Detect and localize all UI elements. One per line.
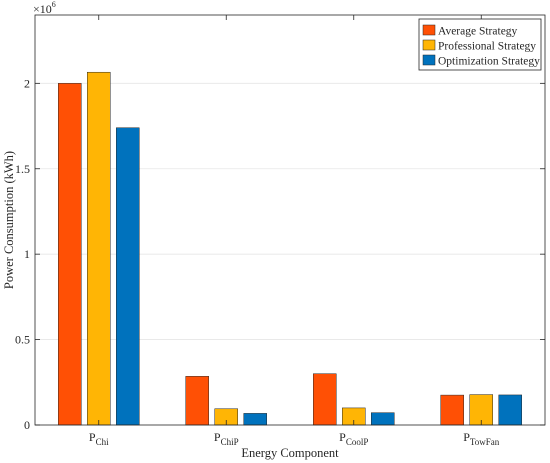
x-tick-label: PTowFan	[463, 430, 500, 447]
bar	[87, 71, 111, 426]
legend-swatch	[422, 54, 436, 66]
y-tick-label: 1	[24, 247, 30, 261]
plot-frame	[34, 14, 546, 426]
y-exponent-base: ×10	[33, 2, 52, 16]
x-tick-label: PChi	[89, 430, 109, 447]
y-exponent-label: ×106	[33, 0, 56, 16]
y-tick-label: 1.5	[15, 162, 30, 176]
bar	[243, 413, 267, 426]
legend: Average Strategy Professional Strategy Opt…	[418, 18, 542, 71]
legend-swatch	[422, 39, 436, 51]
legend-label: Optimization Strategy	[438, 56, 540, 68]
legend-box	[418, 18, 542, 71]
axis-ticks: 0 0.5 1 1.5 2 PChi PChiP PCoolP PTowFan	[15, 15, 545, 447]
y-tick-label: 0	[24, 418, 30, 432]
legend-label: Professional Strategy	[438, 41, 536, 53]
bar	[498, 394, 522, 426]
bar	[58, 83, 82, 426]
bar	[371, 412, 395, 426]
bar	[185, 376, 209, 426]
x-axis-label: Energy Component	[241, 446, 339, 460]
bar	[440, 394, 464, 426]
bars	[58, 71, 522, 426]
y-tick-label: 0.5	[15, 333, 30, 347]
grid-lines	[35, 82, 545, 340]
x-tick-label: PChiP	[214, 430, 239, 447]
y-axis-label: Power Consumption (kWh)	[2, 151, 16, 289]
x-tick-label: PCoolP	[339, 430, 368, 447]
y-tick-label: 2	[24, 76, 30, 90]
y-exponent-power: 6	[52, 0, 56, 9]
bar	[313, 373, 337, 426]
legend-swatch	[422, 24, 436, 36]
bar	[116, 127, 140, 426]
legend-label: Average Strategy	[438, 26, 518, 38]
